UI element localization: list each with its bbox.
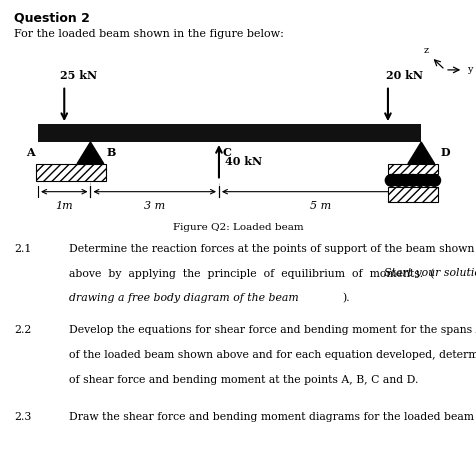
Text: 25 kN: 25 kN	[60, 70, 98, 81]
Text: B: B	[106, 147, 116, 157]
Circle shape	[386, 175, 397, 186]
Circle shape	[414, 175, 426, 186]
Text: D: D	[440, 147, 450, 157]
Text: of shear force and bending moment at the points A, B, C and D.: of shear force and bending moment at the…	[69, 375, 418, 385]
Text: 2.3: 2.3	[14, 412, 32, 422]
Text: above  by  applying  the  principle  of  equilibrium  of  moments.  (: above by applying the principle of equil…	[69, 268, 435, 279]
Text: 1m: 1m	[55, 201, 73, 211]
Text: C: C	[223, 147, 232, 157]
Text: Determine the reaction forces at the points of support of the beam shown in the : Determine the reaction forces at the poi…	[69, 244, 476, 253]
Circle shape	[400, 175, 412, 186]
Text: Figure Q2: Loaded beam: Figure Q2: Loaded beam	[173, 223, 303, 232]
Text: 40 kN: 40 kN	[225, 156, 262, 166]
Text: 5 m: 5 m	[309, 201, 331, 211]
Text: of the loaded beam shown above and for each equation developed, determine the va: of the loaded beam shown above and for e…	[69, 350, 476, 360]
Text: 20 kN: 20 kN	[386, 70, 423, 81]
Text: 2.2: 2.2	[14, 326, 32, 336]
Bar	[388, 187, 438, 202]
Polygon shape	[408, 142, 435, 164]
Circle shape	[428, 175, 441, 186]
Text: Develop the equations for shear force and bending moment for the spans AB, BC an: Develop the equations for shear force an…	[69, 326, 476, 336]
Bar	[38, 124, 421, 142]
Text: 2.1: 2.1	[14, 244, 32, 253]
Text: z: z	[424, 46, 429, 55]
Circle shape	[392, 175, 405, 186]
Text: ).: ).	[343, 293, 350, 304]
Polygon shape	[77, 142, 104, 164]
Text: y: y	[467, 65, 473, 74]
Text: drawing a free body diagram of the beam: drawing a free body diagram of the beam	[69, 293, 299, 303]
Text: Question 2: Question 2	[14, 11, 90, 24]
Bar	[36, 164, 106, 181]
Bar	[388, 164, 438, 174]
Text: A: A	[26, 147, 34, 157]
Text: Start your solution by: Start your solution by	[384, 268, 476, 278]
Text: Draw the shear force and bending moment diagrams for the loaded beam shown above: Draw the shear force and bending moment …	[69, 412, 476, 422]
Circle shape	[421, 175, 433, 186]
Circle shape	[407, 175, 419, 186]
Text: 3 m: 3 m	[144, 201, 165, 211]
Text: For the loaded beam shown in the figure below:: For the loaded beam shown in the figure …	[14, 29, 284, 39]
